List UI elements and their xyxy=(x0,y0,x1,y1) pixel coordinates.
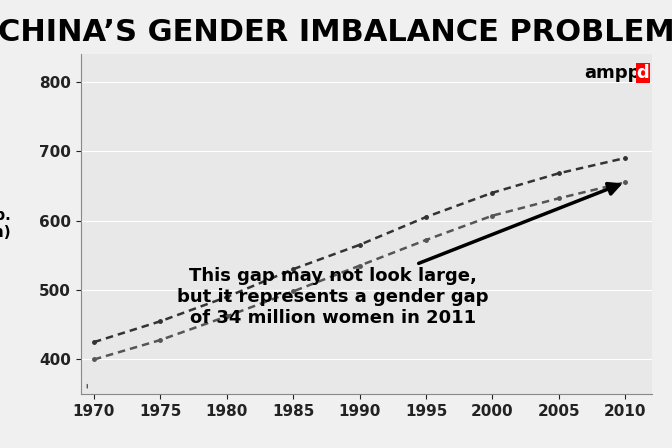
Text: CHINA’S GENDER IMBALANCE PROBLEM: CHINA’S GENDER IMBALANCE PROBLEM xyxy=(0,18,672,47)
Text: This gap may not look large,
but it represents a gender gap
of 34 million women : This gap may not look large, but it repr… xyxy=(177,184,619,327)
Y-axis label: pop.
(m): pop. (m) xyxy=(0,208,11,240)
Text: d: d xyxy=(636,64,649,82)
Text: ampp: ampp xyxy=(584,64,640,82)
